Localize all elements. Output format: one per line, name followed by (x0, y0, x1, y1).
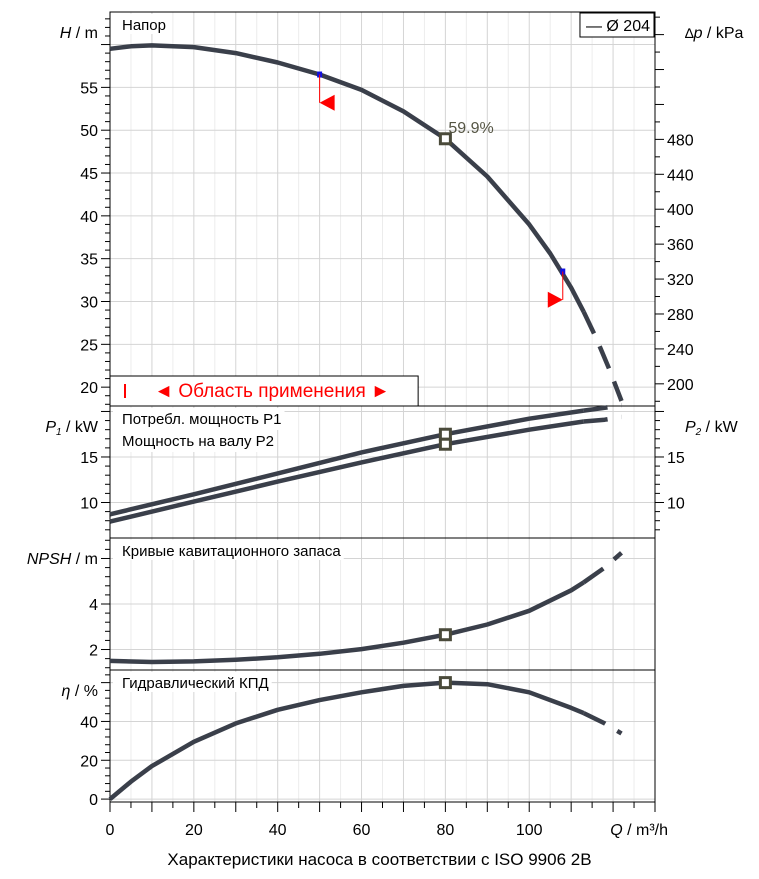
panel-title: Кривые кавитационного запаса (122, 543, 341, 560)
efficiency-label: 59.9% (448, 120, 493, 137)
application-range-label: ◄ Область применения ► (154, 381, 390, 402)
panel-title-line: Потребл. мощность P1 (122, 411, 282, 428)
curve-head-solid (109, 43, 586, 313)
right-axis-label: P2 / kW (685, 419, 739, 438)
curve-efficiency-solid (108, 680, 585, 801)
x-tick-label: 20 (185, 822, 203, 839)
curve-efficiency-dashed (582, 711, 623, 736)
y-axis-label: H / m (60, 25, 98, 42)
x-axis-label: Q / m³/h (610, 822, 668, 839)
y-tick-label: 40 (80, 714, 98, 731)
panel-title-bg (113, 540, 344, 560)
y-tick-label: 45 (80, 166, 98, 183)
right-tick-label: 320 (667, 272, 694, 289)
right-tick-label: 15 (667, 450, 685, 467)
right-tick-label: 480 (667, 132, 694, 149)
duty-point-marker (438, 132, 452, 146)
duty-point-marker (438, 437, 452, 451)
y-tick-label: 20 (80, 380, 98, 397)
y-tick-label: 30 (80, 295, 98, 312)
x-tick-label: 0 (106, 822, 115, 839)
legend-box (579, 12, 655, 38)
panel-head: 20 25 30 35 40 45 50 55 200 240 280 320 360 400 440 480… (60, 11, 743, 407)
duty-point-marker (438, 427, 452, 441)
right-tick-label: 10 (667, 495, 685, 512)
duty-point-marker (438, 676, 452, 690)
panel-title-bg (113, 14, 169, 34)
x-axis: 0 20 40 60 80 100 Q / m³/h (106, 802, 668, 839)
operating-limit-arrow (319, 94, 335, 111)
panel-title-line: Мощность на валу P2 (122, 433, 274, 450)
right-tick-label: 440 (667, 167, 694, 184)
right-tick-label: 360 (667, 237, 694, 254)
x-tick-label: 80 (436, 822, 454, 839)
curve-head-dashed (581, 310, 624, 402)
legend-entry: — Ø 204 (586, 18, 650, 35)
y-tick-label: 25 (80, 337, 98, 354)
panel-npsh: 2 4 NPSH / m Кривые кавитационного запаса (27, 537, 656, 671)
y-tick-label: 35 (80, 252, 98, 269)
y-tick-label: 4 (89, 597, 98, 614)
y-axis-label: η / % (62, 683, 98, 700)
y-tick-label: 55 (80, 80, 98, 97)
x-tick-label: 60 (353, 822, 371, 839)
y-axis-label: NPSH / m (27, 551, 98, 568)
right-axis-label: ∆p / kPa (685, 25, 743, 42)
x-tick-label: 100 (516, 822, 543, 839)
operating-limit-arrow (547, 291, 563, 308)
y-tick-label: 2 (89, 643, 98, 660)
right-tick-label: 280 (667, 307, 694, 324)
right-tick-label: 200 (667, 377, 694, 394)
panel-title: Напор (122, 17, 166, 34)
y-tick-label: 15 (80, 450, 98, 467)
y-tick-label: 40 (80, 209, 98, 226)
right-tick-label: 240 (667, 342, 694, 359)
panel-title-bg (113, 430, 278, 452)
curve-power-p2-dashed (583, 414, 622, 424)
right-tick-label: 400 (667, 202, 694, 219)
y-tick-label: 10 (80, 495, 98, 512)
duty-point-marker (438, 628, 452, 642)
curve-power-p1-solid (109, 408, 585, 517)
curve-power-p1-dashed (583, 402, 622, 413)
panel-title: Гидравлический КПД (122, 675, 269, 692)
panel-title-bg (113, 672, 272, 692)
curve-npsh-dashed (582, 551, 623, 585)
panel-efficiency: 0 20 40 η / % Гидравлический КПД (62, 669, 656, 809)
y-tick-label: 20 (80, 753, 98, 770)
curve-npsh-solid (109, 580, 585, 665)
panel-title-bg (113, 408, 285, 430)
chart-caption: Характеристики насоса в соответствии с I… (167, 850, 592, 869)
y-tick-label: 50 (80, 123, 98, 140)
panel-power: 10 15 10 15 P1 / kW P2 / kW Потребл. мощность … (45, 402, 739, 539)
y-tick-label: 0 (89, 792, 98, 809)
x-tick-label: 40 (269, 822, 287, 839)
curve-power-p2-solid (109, 419, 585, 524)
y-axis-label: P1 / kW (45, 419, 99, 438)
